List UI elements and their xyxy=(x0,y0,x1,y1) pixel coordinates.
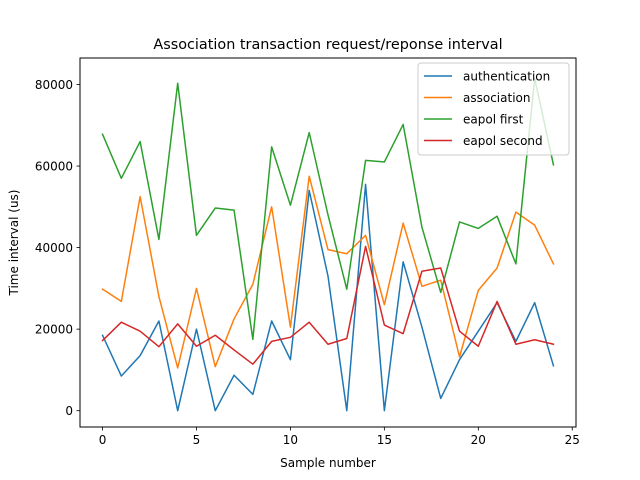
legend-label: eapol first xyxy=(463,113,524,127)
x-tick-label: 10 xyxy=(283,433,298,447)
y-tick-label: 80000 xyxy=(35,78,73,92)
series-line-eapol-first xyxy=(101,77,555,341)
x-tick-label: 20 xyxy=(471,433,486,447)
legend-label: eapol second xyxy=(463,134,543,148)
y-tick-label: 0 xyxy=(65,404,73,418)
legend-box xyxy=(417,62,570,156)
x-tick-label: 25 xyxy=(565,433,580,447)
x-tick-label: 5 xyxy=(193,433,201,447)
series-line-eapol-second xyxy=(101,245,555,365)
chart-title: Association transaction request/reponse … xyxy=(153,37,502,53)
y-tick-label: 20000 xyxy=(35,323,73,337)
legend: authentication association eapol first eapo… xyxy=(417,62,570,156)
x-tick-label: 15 xyxy=(377,433,392,447)
plot-frame xyxy=(79,57,577,428)
x-tick-label: 0 xyxy=(99,433,107,447)
y-axis-label: Time interval (us) xyxy=(7,190,21,297)
legend-label: association xyxy=(463,91,530,105)
y-tick-label: 60000 xyxy=(35,160,73,174)
legend-label: authentication xyxy=(463,70,550,84)
series-line-association xyxy=(101,175,555,369)
y-tick-label: 40000 xyxy=(35,241,73,255)
series-line-authentication xyxy=(101,183,555,412)
x-axis-label: Sample number xyxy=(280,456,376,470)
